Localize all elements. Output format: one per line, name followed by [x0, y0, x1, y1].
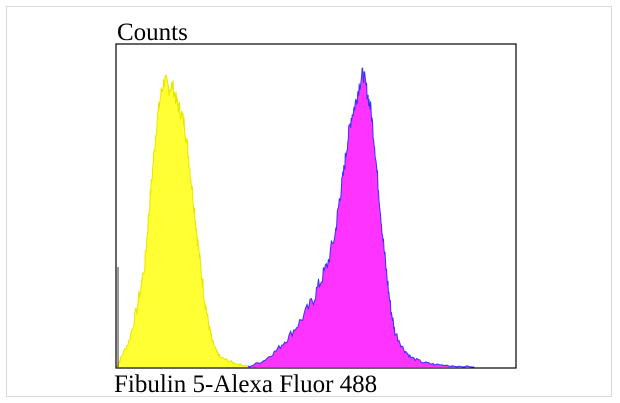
x-axis-label: Fibulin 5-Alexa Fluor 488	[114, 371, 377, 398]
histogram-area-1	[117, 75, 256, 367]
histogram-outline-2	[247, 67, 475, 368]
y-axis-label: Counts	[117, 19, 188, 46]
plot-border	[115, 43, 517, 369]
histogram-outline-1	[116, 74, 256, 368]
histogram-area-2	[248, 68, 475, 367]
plot-area	[116, 67, 475, 368]
